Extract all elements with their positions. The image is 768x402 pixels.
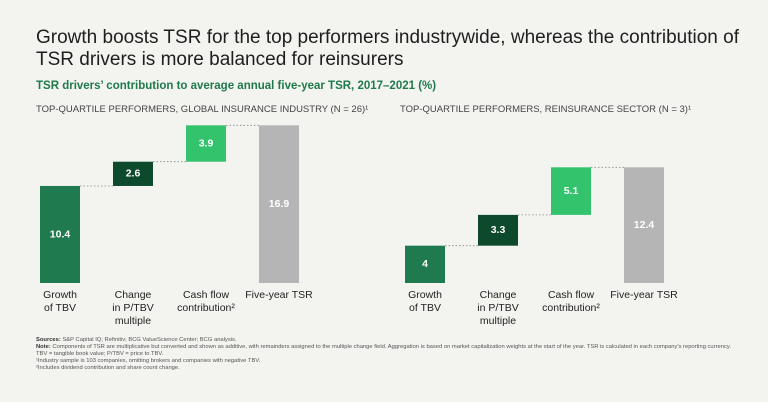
value-label: 3.3 <box>491 224 506 236</box>
value-label: 5.1 <box>564 185 579 197</box>
category-label: Cash flow contribution² <box>542 289 600 314</box>
bar <box>551 167 591 215</box>
note-text: Components of TSR are multiplicative but… <box>36 344 731 357</box>
category-label: Change in P/TBV multiple <box>477 289 519 327</box>
category-label: Five-year TSR <box>610 289 678 301</box>
note: ¹Industry sample is 103 companies, omitt… <box>36 358 261 364</box>
bar <box>40 185 80 283</box>
bar <box>478 214 518 246</box>
category-label: Five-year TSR <box>245 289 313 301</box>
bar <box>405 245 445 283</box>
note-label: Note: <box>36 344 51 350</box>
note-label: Sources: <box>36 337 61 343</box>
note: Note: Components of TSR are multiplicati… <box>36 344 736 358</box>
value-label: 2.6 <box>126 168 141 180</box>
category-label: Change in P/TBV multiple <box>112 289 154 327</box>
note: ²Includes dividend contribution and shar… <box>36 365 180 371</box>
value-label: 4 <box>422 258 428 270</box>
panel-title: TOP-QUARTILE PERFORMERS, GLOBAL INSURANC… <box>36 104 369 115</box>
notes: Sources: S&P Capital IQ; Refinitiv; BCG … <box>36 337 736 372</box>
category-label: Growth of TBV <box>408 289 442 314</box>
category-label: Growth of TBV <box>43 289 77 314</box>
value-label: 16.9 <box>269 198 290 210</box>
panel-title: TOP-QUARTILE PERFORMERS, REINSURANCE SEC… <box>400 104 692 115</box>
value-label: 10.4 <box>50 228 71 240</box>
category-label: Cash flow contribution² <box>177 289 235 314</box>
note-text: S&P Capital IQ; Refinitiv; BCG ValueScie… <box>62 337 237 343</box>
bar <box>259 125 299 283</box>
value-label: 3.9 <box>199 137 214 149</box>
note: Sources: S&P Capital IQ; Refinitiv; BCG … <box>36 337 736 344</box>
subtitle: TSR drivers’ contribution to average ann… <box>36 80 437 92</box>
value-label: 12.4 <box>634 219 655 231</box>
bar <box>113 161 153 186</box>
bar <box>624 167 664 283</box>
title: Growth boosts TSR for the top performers… <box>36 27 739 70</box>
bar <box>186 125 226 162</box>
